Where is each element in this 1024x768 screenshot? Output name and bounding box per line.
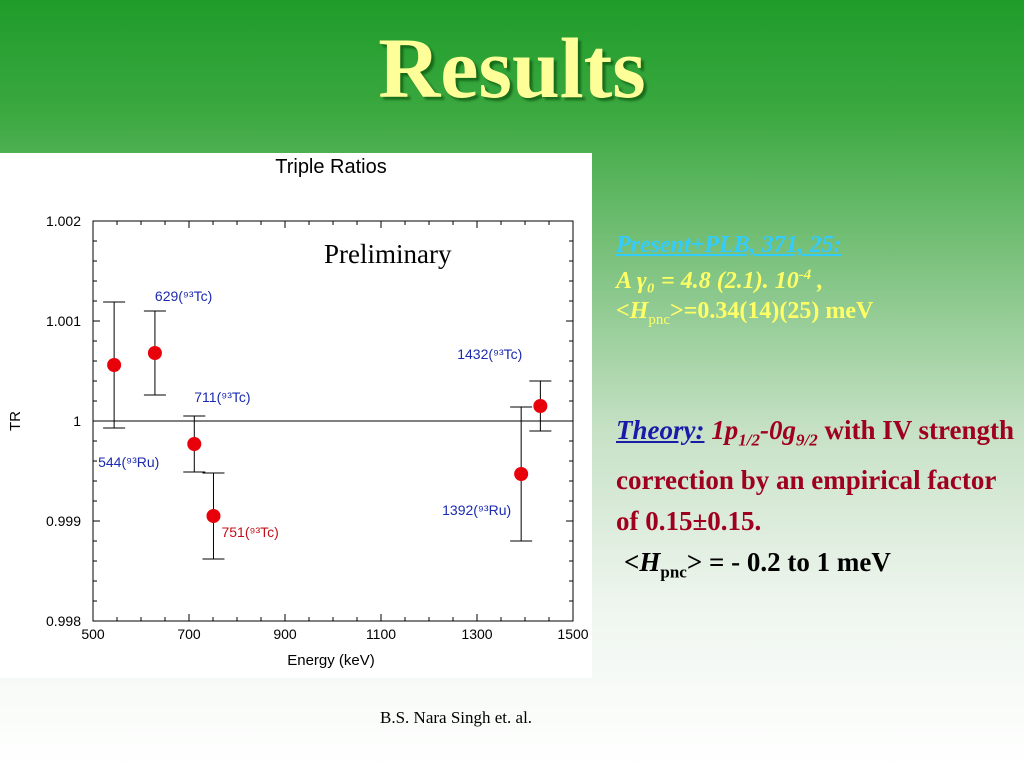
- theory-block: Theory: 1p1/2-0g9/2 with IV strength cor…: [616, 410, 1016, 593]
- chart-svg: Triple Ratios 500 700 900 1100 1300 1500 0.99…: [7, 156, 589, 669]
- point-label: 629(⁹³Tc): [155, 288, 212, 304]
- h-value: >=0.34(14)(25) meV: [670, 298, 874, 324]
- point-label: 1392(⁹³Ru): [442, 502, 511, 518]
- orbit-dash: -0g: [759, 415, 796, 445]
- point-label: 1432(⁹³Tc): [457, 346, 522, 362]
- point-label: 751(⁹³Tc): [221, 524, 278, 540]
- theory-h-value: > = - 0.2 to 1 meV: [686, 547, 891, 578]
- x-tick-label: 700: [177, 626, 201, 642]
- point-labels: 544(⁹³Ru) 629(⁹³Tc) 711(⁹³Tc) 751(⁹³Tc) 1392…: [98, 288, 522, 540]
- triple-ratios-chart: Triple Ratios 500 700 900 1100 1300 1500 0.99…: [0, 153, 592, 678]
- point-label: 544(⁹³Ru): [98, 454, 159, 470]
- y-tick-label: 0.999: [46, 513, 81, 529]
- y-tick-label: 1: [73, 413, 81, 429]
- h-sub: pnc: [648, 311, 671, 328]
- y-tick-label: 1.002: [46, 213, 81, 229]
- data-point: [206, 509, 221, 523]
- h-open: <H: [616, 298, 649, 324]
- y-tick-label: 0.998: [46, 613, 81, 629]
- x-tick-label: 1300: [461, 626, 492, 642]
- x-tick-label: 1100: [366, 626, 396, 642]
- x-tick-label: 900: [273, 626, 297, 642]
- x-axis-label: Energy (keV): [287, 652, 375, 669]
- x-tick-label: 500: [81, 626, 105, 642]
- theory-h-sub: pnc: [660, 562, 687, 582]
- point-label: 711(⁹³Tc): [194, 389, 250, 405]
- asym-exponent: -4: [798, 267, 812, 283]
- reference-link[interactable]: Present+PLB, 371, 25:: [616, 232, 842, 258]
- y-tick-label: 1.001: [46, 313, 81, 329]
- data-point: [533, 399, 548, 413]
- x-tick-labels: 500 700 900 1100 1300 1500: [81, 626, 588, 642]
- asym-symbol: γ₀: [636, 268, 656, 294]
- theory-h-open: <H: [624, 547, 661, 578]
- error-bars: [103, 301, 552, 560]
- data-points: [107, 346, 548, 523]
- axis-ticks: [92, 220, 574, 622]
- asym-prefix: A: [616, 268, 631, 294]
- y-axis-label: TR: [7, 411, 24, 431]
- data-point: [147, 346, 162, 360]
- theory-label[interactable]: Theory:: [616, 415, 705, 445]
- theory-rest: with IV strength correction by an empiri…: [616, 415, 1014, 537]
- chart-title: Triple Ratios: [275, 156, 387, 178]
- data-point: [187, 437, 202, 451]
- x-tick-label: 1500: [557, 626, 588, 642]
- data-point: [514, 467, 529, 481]
- footer-author: B.S. Nara Singh et. al.: [380, 708, 533, 727]
- slide-title: Results: [378, 20, 646, 116]
- asym-value: = 4.8 (2.1). 10: [661, 268, 799, 294]
- orbit-a: 1p: [711, 415, 739, 445]
- y-tick-labels: 0.998 0.999 1 1.001 1.002: [46, 213, 81, 629]
- data-point: [107, 358, 122, 372]
- preliminary-annotation: Preliminary: [324, 239, 452, 269]
- orbit-b-sub: 9/2: [795, 430, 818, 450]
- orbit-a-sub: 1/2: [738, 430, 760, 450]
- asym-suffix: ,: [811, 268, 824, 294]
- result-citation: Present+PLB, 371, 25: A γ₀ = 4.8 (2.1). …: [616, 230, 1016, 335]
